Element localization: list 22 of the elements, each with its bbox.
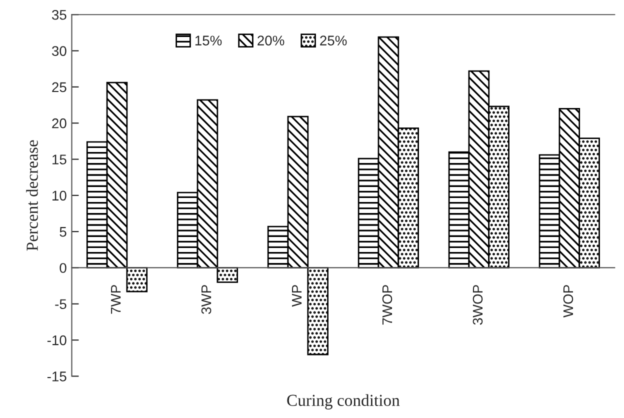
y-tick-label: 25 <box>52 82 66 92</box>
y-tick-label: 20 <box>52 118 66 128</box>
y-axis-title: Percent decrease <box>26 140 38 251</box>
x-tick-label: 3WP <box>201 285 212 314</box>
legend-label: 20% <box>258 36 284 46</box>
y-tick-label: -15 <box>47 372 66 382</box>
y-tick-label: -10 <box>47 335 66 346</box>
legend-label: 15% <box>195 36 222 46</box>
x-tick-label: 7WOP <box>382 285 392 325</box>
y-tick-label: 0 <box>60 263 66 273</box>
y-tick-label: 10 <box>52 190 66 201</box>
x-tick-label: 7WP <box>111 285 121 314</box>
legend-label: 25% <box>320 36 347 46</box>
y-tick-label: -5 <box>55 299 66 310</box>
y-tick-label: 30 <box>52 46 66 56</box>
x-tick-label: WP <box>292 285 302 307</box>
y-tick-label: 5 <box>60 227 66 237</box>
x-axis-title: Curing condition <box>287 394 400 410</box>
x-tick-label: 3WOP <box>472 285 483 325</box>
x-tick-label: WOP <box>563 285 574 318</box>
y-tick-label: 15 <box>52 154 66 164</box>
y-tick-label: 35 <box>52 10 66 20</box>
